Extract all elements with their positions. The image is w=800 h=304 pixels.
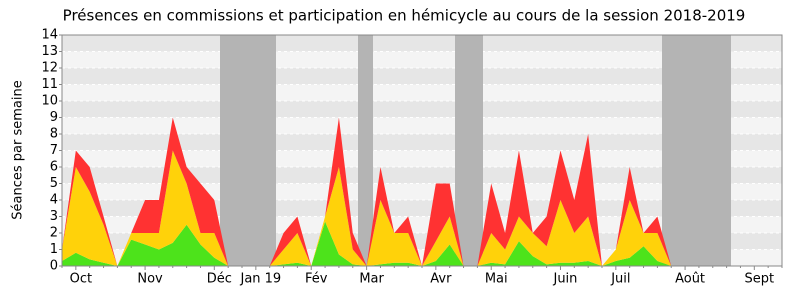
area: [62, 117, 782, 266]
y-tick-label: 1: [50, 242, 58, 257]
recess-band: [662, 35, 731, 266]
x-tick-label: Avr: [430, 272, 452, 287]
recess-band: [455, 35, 483, 266]
x-tick-label: Jan 19: [239, 272, 281, 287]
y-tick-label: 5: [50, 176, 58, 191]
y-tick-label: 4: [50, 193, 58, 208]
x-tick-label: Mar: [359, 272, 384, 287]
y-tick-label: 14: [41, 28, 58, 43]
x-tick-label: Sept: [745, 272, 775, 287]
y-tick-label: 8: [50, 127, 58, 142]
y-tick-label: 0: [50, 259, 58, 274]
chart-title: Présences en commissions et participatio…: [63, 7, 746, 25]
y-tick-label: 7: [50, 143, 58, 158]
y-tick-label: 13: [41, 44, 58, 59]
recess-band: [220, 35, 276, 266]
recess-bands: [220, 35, 731, 266]
x-tick-label: Août: [675, 272, 705, 287]
y-tick-label: 11: [41, 77, 58, 92]
x-tick-label: Mai: [485, 272, 508, 287]
x-tick-label: Juin: [552, 272, 577, 287]
y-axis-label: Séances par semaine: [11, 80, 26, 219]
x-tick-label: Fév: [305, 272, 328, 287]
y-tick-label: 12: [41, 61, 58, 76]
areas: [62, 117, 782, 266]
y-tick-label: 3: [50, 209, 58, 224]
x-tick-label: Juil: [610, 272, 630, 287]
y-tick-label: 9: [50, 110, 58, 125]
y-tick-label: 6: [50, 160, 58, 175]
recess-band: [358, 35, 373, 266]
y-tick-label: 2: [50, 226, 58, 241]
area: [62, 221, 782, 266]
y-tick-label: 10: [41, 94, 58, 109]
x-tick-label: Oct: [70, 272, 92, 287]
x-tick-label: Déc: [207, 272, 232, 287]
x-tick-label: Nov: [137, 272, 163, 287]
